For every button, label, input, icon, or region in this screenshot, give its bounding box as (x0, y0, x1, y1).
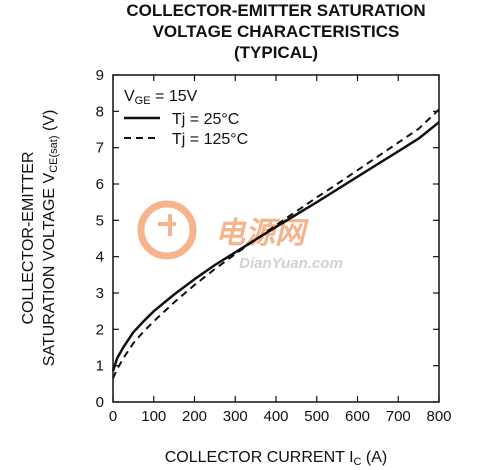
x-tick-label: 400 (263, 408, 288, 425)
y-tick-label: 0 (96, 394, 104, 411)
axis-ticks: 0 1 2 3 4 5 6 7 8 9 0 100 200 300 400 500 600 700 800 (96, 67, 452, 425)
y-axis-label-line-1: COLLECTOR-EMITTER (20, 151, 37, 324)
y-tick-label: 8 (96, 103, 104, 120)
y-tick-label: 9 (96, 67, 104, 84)
x-tick-label: 700 (386, 408, 411, 425)
x-tick-label: 500 (304, 408, 329, 425)
legend-label-125c: Tj = 125°C (172, 131, 248, 148)
y-tick-label: 6 (96, 176, 104, 193)
x-axis-label: COLLECTOR CURRENT IC (A) (165, 449, 388, 468)
y-tick-label: 7 (96, 140, 104, 157)
y-tick-label: 4 (96, 249, 104, 266)
x-tick-label: 300 (223, 408, 248, 425)
watermark-cn-text: 电源网 (215, 217, 309, 250)
x-tick-label: 100 (141, 408, 166, 425)
title-line-3: (TYPICAL) (234, 43, 318, 62)
x-tick-label: 800 (426, 408, 451, 425)
x-tick-label: 200 (182, 408, 207, 425)
y-tick-label: 1 (96, 358, 104, 375)
title-line-1: COLLECTOR-EMITTER SATURATION (126, 1, 425, 20)
y-tick-label: 5 (96, 212, 104, 229)
y-axis-label-line-2: SATURATION VOLTAGE VCE(sat) (V) (41, 110, 60, 367)
y-tick-label: 3 (96, 285, 104, 302)
legend: VGE = 15V Tj = 25°C Tj = 125°C (124, 88, 248, 148)
y-tick-label: 2 (96, 321, 104, 338)
legend-label-25c: Tj = 25°C (172, 111, 239, 128)
legend-condition: VGE = 15V (124, 88, 198, 107)
watermark-plug-icon (158, 214, 176, 236)
watermark-url: DianYuan.com (239, 255, 343, 272)
data-curves (111, 108, 440, 379)
title-line-2: VOLTAGE CHARACTERISTICS (153, 22, 400, 41)
x-tick-label: 600 (345, 408, 370, 425)
watermark: 电源网 DianYuan.com (137, 200, 343, 272)
x-tick-label: 0 (109, 408, 117, 425)
chart-title: COLLECTOR-EMITTER SATURATION VOLTAGE CHA… (126, 1, 425, 62)
watermark-logo-ring (137, 200, 197, 260)
curve-tj-25c (111, 121, 440, 372)
